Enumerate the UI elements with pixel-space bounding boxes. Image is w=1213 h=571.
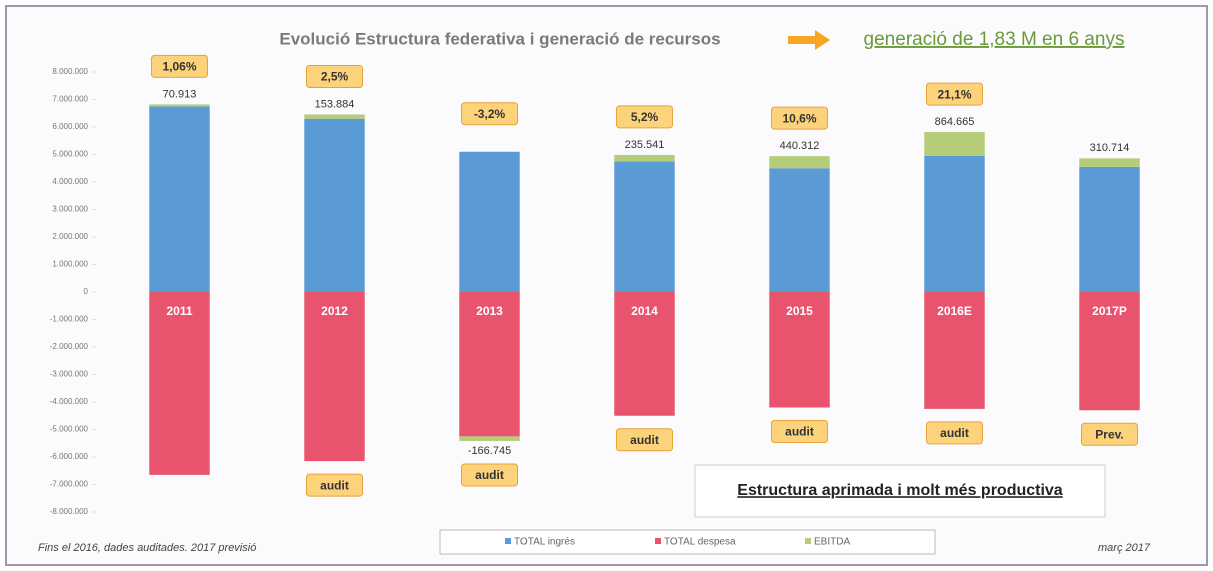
value-label: 153.884	[315, 98, 355, 110]
y-tick-label: 4.000.000	[52, 177, 88, 186]
status-label-box	[461, 463, 518, 487]
y-tick-label: -8.000.000	[50, 507, 89, 516]
chart-title: Evolució Estructura federativa i generac…	[279, 29, 720, 48]
footnote: Fins el 2016, dades auditades. 2017 prev…	[38, 542, 256, 554]
bar	[149, 106, 210, 292]
category-label: 2017P	[1092, 304, 1127, 318]
y-tick-label: -4.000.000	[50, 397, 89, 406]
bar	[924, 155, 985, 292]
legend-swatch	[655, 538, 661, 544]
date-note: març 2017	[1098, 542, 1151, 554]
bar	[614, 292, 675, 416]
bar	[614, 154, 675, 162]
bar	[1079, 292, 1140, 411]
status-label: audit	[940, 426, 969, 440]
bar	[149, 292, 210, 475]
growth-label: 10,6%	[782, 111, 816, 125]
status-label-box	[771, 420, 828, 443]
status-label: audit	[475, 468, 504, 482]
value-label: -166.745	[468, 445, 511, 457]
y-tick-label: -2.000.000	[50, 342, 89, 351]
y-tick-label: -6.000.000	[50, 452, 89, 461]
bar	[304, 118, 365, 292]
legend-box	[439, 529, 936, 555]
value-label: 864.665	[935, 116, 975, 128]
legend-swatch	[505, 538, 511, 544]
y-tick-label: 2.000.000	[52, 232, 88, 241]
bar	[769, 156, 830, 169]
legend-label: EBITDA	[814, 537, 850, 548]
value-label: 235.541	[625, 139, 665, 151]
growth-label-box	[771, 106, 828, 130]
status-label: Prev.	[1095, 427, 1123, 441]
category-label: 2015	[786, 304, 813, 318]
arrow	[788, 30, 830, 50]
value-label: 440.312	[780, 140, 820, 152]
y-tick-label: 0	[84, 287, 89, 296]
category-label: 2016E	[937, 304, 972, 318]
y-tick-label: 3.000.000	[52, 205, 88, 214]
growth-label: 5,2%	[631, 110, 659, 124]
bar	[1079, 166, 1140, 292]
status-label-box	[926, 421, 983, 445]
y-tick-label: -7.000.000	[50, 480, 89, 489]
status-label-box	[1081, 422, 1138, 446]
category-label: 2011	[166, 304, 192, 318]
y-tick-label: -3.000.000	[50, 370, 89, 379]
category-label: 2012	[321, 304, 348, 318]
bar	[459, 151, 520, 292]
bar	[304, 292, 365, 462]
bar	[459, 292, 520, 437]
bar	[924, 292, 985, 409]
value-label: 70.913	[163, 88, 197, 100]
value-label: 310.714	[1090, 142, 1130, 154]
growth-label: 1,06%	[162, 60, 196, 74]
bar	[1079, 158, 1140, 167]
y-tick-label: 8.000.000	[52, 67, 88, 76]
y-tick-label: -5.000.000	[50, 425, 89, 434]
bar	[459, 436, 520, 441]
growth-label: 21,1%	[937, 87, 971, 101]
y-tick-label: 1.000.000	[52, 260, 88, 269]
growth-label-box	[306, 65, 363, 89]
status-label: audit	[320, 478, 349, 492]
y-tick-label: 7.000.000	[52, 95, 88, 104]
growth-label: -3,2%	[474, 107, 506, 121]
chart-subtitle: generació de 1,83 M en 6 anys	[864, 29, 1125, 50]
status-label: audit	[630, 433, 659, 447]
annotation: Estructura aprimada i molt més productiv…	[737, 482, 1063, 499]
bar	[769, 168, 830, 292]
y-tick-label: 6.000.000	[52, 122, 88, 131]
growth-label-box	[926, 82, 983, 106]
y-tick-label: 5.000.000	[52, 150, 88, 159]
bar	[924, 132, 985, 156]
annotation-box	[694, 464, 1106, 518]
growth-label-box	[616, 105, 673, 129]
y-tick-label: -1.000.000	[50, 315, 89, 324]
bar	[304, 114, 365, 119]
bar	[769, 292, 830, 408]
growth-label: 2,5%	[321, 70, 349, 84]
bar	[149, 104, 210, 107]
category-label: 2014	[631, 304, 658, 318]
legend-label: TOTAL ingrés	[514, 537, 575, 548]
bar	[614, 161, 675, 292]
status-label-box	[306, 473, 363, 497]
category-label: 2013	[476, 304, 503, 318]
legend-label: TOTAL despesa	[664, 537, 736, 548]
growth-label-box	[461, 102, 518, 126]
status-label-box	[616, 428, 673, 452]
growth-label-box	[151, 54, 208, 78]
legend-swatch	[805, 538, 811, 544]
status-label: audit	[785, 425, 814, 439]
